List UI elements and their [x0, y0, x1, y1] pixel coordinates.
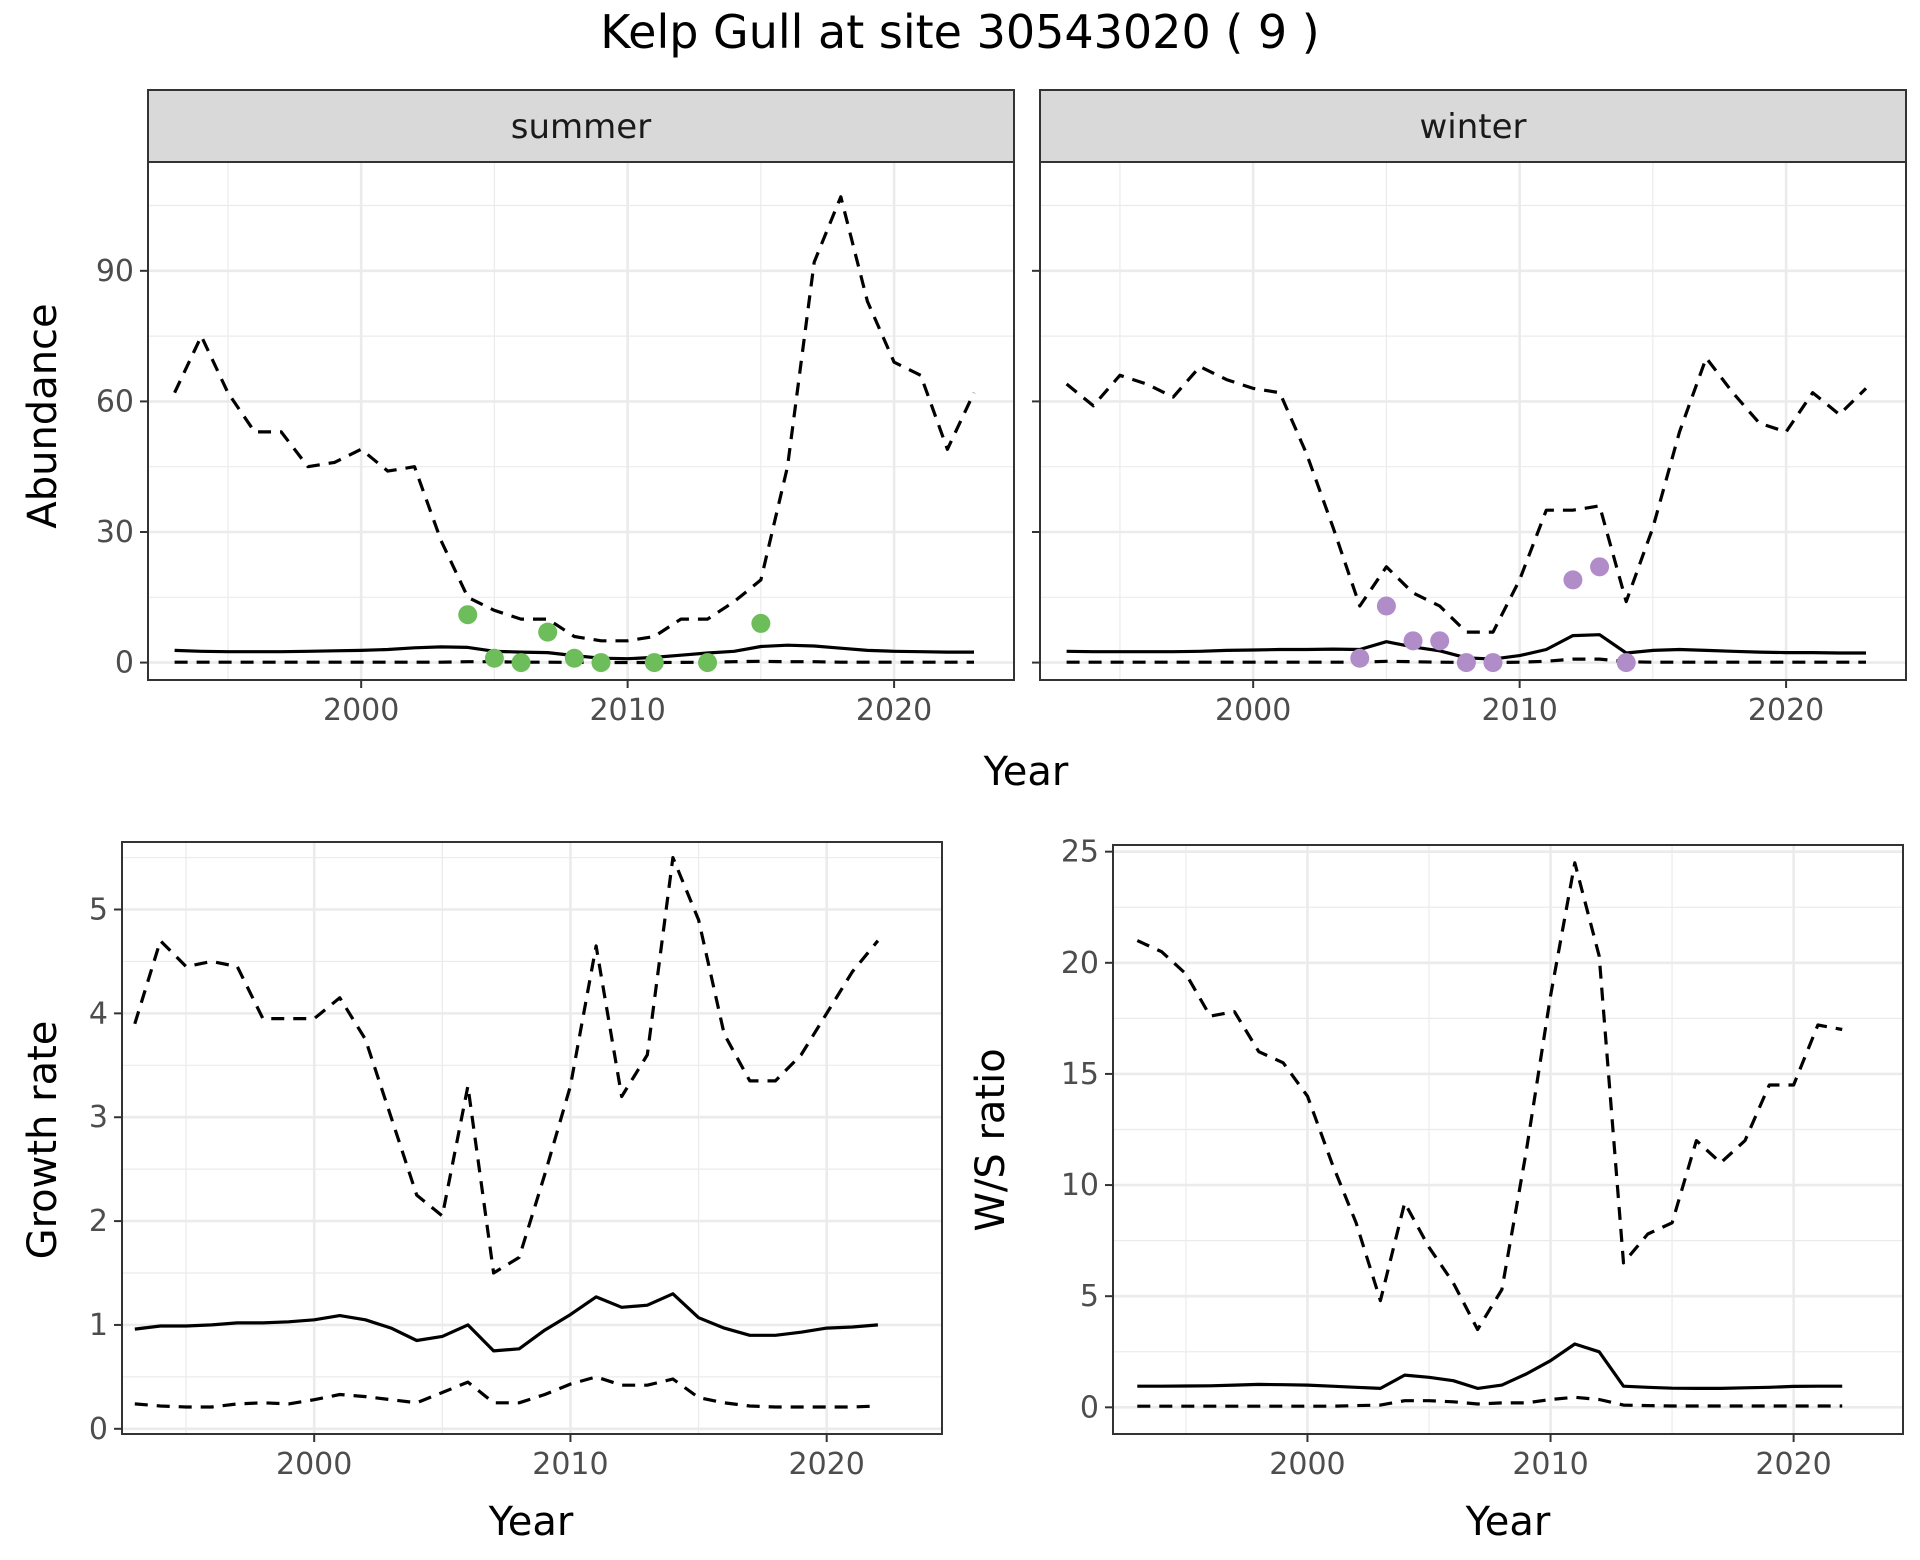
- y-tick-label: 4: [89, 996, 108, 1031]
- y-tick-label: 3: [89, 1100, 108, 1135]
- facet-label-winter: winter: [1419, 107, 1526, 147]
- observation-point: [1563, 570, 1583, 590]
- series-line-upper: [173, 195, 976, 643]
- series-line-upper: [133, 856, 880, 1275]
- figure-title: Kelp Gull at site 30543020 ( 9 ): [600, 5, 1319, 59]
- x-tick-label: 2020: [1755, 1447, 1831, 1482]
- plot-area: [1113, 845, 1903, 1434]
- y-tick-label: 0: [1080, 1390, 1099, 1425]
- x-tick-label: 2010: [1512, 1447, 1588, 1482]
- panel-border: [1112, 844, 1904, 1435]
- y-tick-label: 90: [96, 254, 134, 289]
- panel-growth-rate: 2000 2010 2020 0 1 2 3 4 5: [89, 841, 943, 1482]
- x-tick-label: 2020: [856, 693, 932, 728]
- shared-x-axis-title: Year: [983, 749, 1069, 795]
- observation-point: [1430, 631, 1450, 651]
- x-tick-label: 2000: [1269, 1447, 1345, 1482]
- y-tick-label: 5: [1080, 1279, 1099, 1314]
- observation-point: [1403, 631, 1423, 651]
- y-tick-label: 0: [89, 1412, 108, 1447]
- plot-area: [1040, 162, 1906, 680]
- panel-ws-ratio: 2000 2010 2020 0 5 10 15 20 25: [1061, 835, 1904, 1482]
- ws-y-axis-title: W/S ratio: [968, 1048, 1014, 1231]
- panel-summer: summer 2000 2010 2020 0 30 60 90: [96, 89, 1015, 728]
- x-tick-label: 2000: [323, 693, 399, 728]
- y-tick-label: 10: [1061, 1168, 1099, 1203]
- y-tick-label: 2: [89, 1204, 108, 1239]
- growth-x-axis-title: Year: [488, 1499, 574, 1545]
- x-tick-label: 2010: [589, 693, 665, 728]
- series-line-estimate: [134, 1292, 879, 1353]
- x-tick-label: 2000: [1215, 693, 1291, 728]
- observation-point: [591, 653, 611, 673]
- observation-point: [1376, 596, 1396, 616]
- growth-y-axis-title: Growth rate: [20, 1021, 66, 1260]
- observation-point: [644, 653, 664, 673]
- x-tick-label: 2010: [532, 1447, 608, 1482]
- facet-strip-winter: [1039, 89, 1907, 163]
- y-tick-label: 30: [96, 515, 134, 550]
- panel-border: [121, 841, 943, 1435]
- y-tick-label: 20: [1061, 946, 1099, 981]
- series-line-estimate: [1137, 1342, 1843, 1390]
- x-tick-label: 2000: [276, 1447, 352, 1482]
- observation-point: [538, 622, 558, 642]
- abundance-y-axis-title: Abundance: [20, 303, 66, 528]
- x-tick-label: 2010: [1481, 693, 1557, 728]
- observation-point: [458, 605, 478, 625]
- observation-point: [1350, 648, 1370, 668]
- panel-border: [1039, 161, 1907, 681]
- observation-point: [564, 648, 584, 668]
- y-tick-label: 60: [96, 384, 134, 419]
- y-tick-label: 0: [115, 646, 134, 681]
- panel-winter: winter 2000 2010 2020: [1032, 89, 1907, 728]
- ws-x-axis-title: Year: [1465, 1499, 1551, 1545]
- series-line-upper: [1136, 861, 1843, 1332]
- observation-point: [1456, 653, 1476, 673]
- facet-strip-summer: [147, 89, 1015, 163]
- observation-point: [1616, 653, 1636, 673]
- panel-border: [147, 161, 1015, 681]
- observation-point: [1483, 653, 1503, 673]
- observation-point: [751, 613, 771, 633]
- plot-area: [122, 842, 942, 1434]
- series-line-lower: [1137, 1395, 1843, 1408]
- x-tick-label: 2020: [1748, 693, 1824, 728]
- plot-area: [148, 162, 1014, 680]
- y-tick-label: 5: [89, 893, 108, 928]
- series-line-lower: [134, 1375, 878, 1409]
- y-tick-label: 15: [1061, 1057, 1099, 1092]
- observation-point: [1590, 557, 1610, 577]
- x-tick-label: 2020: [789, 1447, 865, 1482]
- observation-point: [698, 653, 718, 673]
- y-tick-label: 1: [89, 1308, 108, 1343]
- observation-point: [511, 653, 531, 673]
- facet-label-summer: summer: [511, 107, 651, 147]
- y-tick-label: 25: [1061, 835, 1099, 870]
- observation-point: [484, 648, 504, 668]
